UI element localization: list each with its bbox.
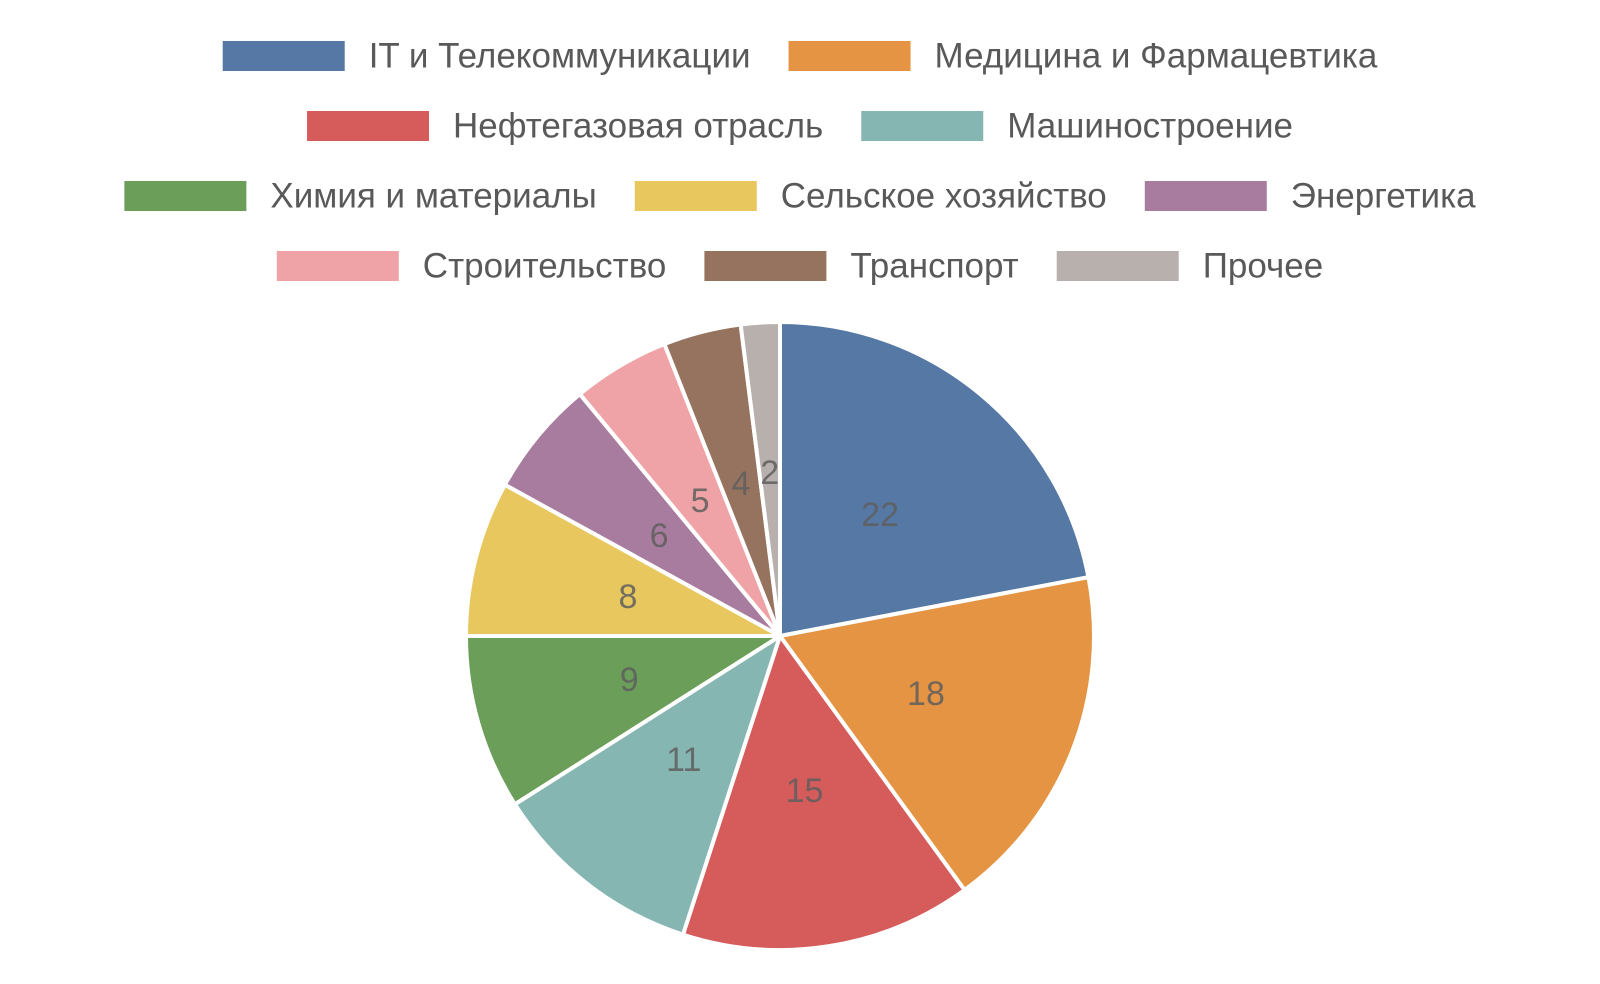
legend-swatch-2 <box>307 111 430 141</box>
legend-swatch-9 <box>1056 251 1179 281</box>
pie-data-label-1: 18 <box>907 675 945 713</box>
pie-data-label-5: 8 <box>618 578 637 616</box>
legend-swatch-5 <box>634 181 757 211</box>
pie-slice-5 <box>464 482 782 638</box>
pie-slices <box>464 320 1096 952</box>
legend-label-1: Медицина и Фармацевтика <box>935 37 1378 76</box>
legend-label-5: Сельское хозяйство <box>781 177 1107 216</box>
pie-slice-1 <box>778 575 1096 893</box>
legend-swatch-7 <box>276 251 399 281</box>
legend-label-6: Энергетика <box>1291 177 1476 216</box>
legend-label-8: Транспорт <box>850 247 1018 286</box>
pie-data-label-0: 22 <box>861 496 899 534</box>
legend-swatch-3 <box>861 111 984 141</box>
legend-swatch-8 <box>704 251 827 281</box>
pie-data-label-3: 11 <box>666 741 701 779</box>
chart-legend: IT и Телекоммуникации Медицина и Фармацев… <box>124 37 1476 286</box>
legend-label-3: Машиностроение <box>1007 107 1293 146</box>
legend-swatch-0 <box>222 41 345 71</box>
pie-slice-3 <box>512 634 782 937</box>
pie-data-label-9: 2 <box>760 454 779 492</box>
pie-slice-9 <box>738 320 782 638</box>
pie-data-label-8: 4 <box>731 465 750 503</box>
pie-data-label-6: 6 <box>650 517 669 555</box>
pie-slice-2 <box>680 634 967 952</box>
pie-slice-4 <box>464 634 782 807</box>
pie-slice-6 <box>502 392 782 638</box>
legend-label-7: Строительство <box>423 247 667 286</box>
pie-slice-0 <box>778 320 1091 638</box>
pie-data-label-2: 15 <box>786 772 824 810</box>
legend-swatch-6 <box>1144 181 1267 211</box>
legend-label-9: Прочее <box>1203 247 1323 286</box>
legend-label-4: Химия и материалы <box>270 177 596 216</box>
legend-swatch-4 <box>124 181 247 211</box>
pie-data-label-4: 9 <box>620 661 639 699</box>
pie-data-label-7: 5 <box>691 482 710 520</box>
legend-label-2: Нефтегазовая отрасль <box>453 107 823 146</box>
legend-label-0: IT и Телекоммуникации <box>369 37 751 76</box>
pie-data-labels: 22 18 15 11 9 865 4 2 <box>618 454 944 810</box>
legend-swatch-1 <box>788 41 911 71</box>
